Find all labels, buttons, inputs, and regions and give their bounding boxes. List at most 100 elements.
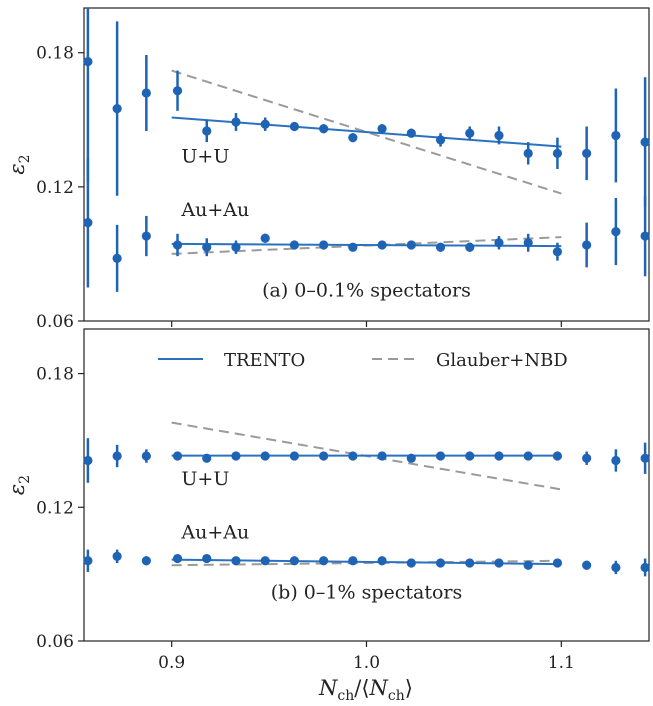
data-point	[83, 218, 93, 228]
data-point	[172, 240, 183, 250]
data-point	[112, 104, 122, 114]
data-point	[260, 451, 270, 461]
data-point	[377, 240, 387, 250]
data-point	[319, 240, 329, 250]
x-tick-label: 1.0	[353, 653, 380, 673]
data-point	[582, 453, 592, 463]
legend-trento-label: TRENTO	[224, 350, 305, 371]
data-point	[582, 148, 592, 158]
y-tick-label: 0.18	[36, 365, 74, 385]
data-point	[112, 253, 122, 263]
data-point	[465, 242, 475, 252]
data-point	[611, 226, 621, 237]
data-point	[552, 148, 563, 158]
data-point	[406, 453, 416, 463]
data-point	[435, 558, 446, 568]
data-point	[260, 119, 270, 129]
data-point	[377, 556, 387, 566]
series-u-u	[83, 8, 650, 207]
data-point	[552, 247, 563, 257]
data-point	[611, 562, 621, 573]
data-point	[582, 560, 592, 570]
data-point	[435, 451, 446, 461]
y-tick-label: 0.12	[36, 498, 74, 518]
series-au-au	[83, 549, 650, 577]
data-point	[435, 242, 446, 252]
data-point	[319, 556, 329, 566]
data-point	[552, 558, 563, 568]
y-tick-label: 0.18	[36, 44, 74, 64]
data-point	[202, 453, 212, 463]
data-point	[611, 130, 621, 141]
data-point	[640, 453, 650, 463]
system-label: Au+Au	[180, 521, 249, 543]
data-point	[377, 451, 387, 461]
data-point	[523, 451, 533, 461]
data-point	[319, 451, 329, 461]
data-point	[141, 88, 151, 98]
trento-fit-line	[171, 116, 562, 148]
glauber-fit-line	[171, 69, 562, 195]
data-point	[141, 451, 151, 461]
data-point	[494, 451, 504, 461]
data-point	[523, 238, 533, 248]
data-point	[494, 238, 504, 248]
data-point	[260, 233, 270, 243]
legend: TRENTO Glauber+NBD	[158, 350, 568, 371]
data-point	[640, 231, 650, 241]
data-point	[172, 451, 183, 461]
data-point	[377, 124, 387, 134]
data-point	[83, 556, 93, 566]
data-point	[172, 86, 183, 96]
data-point	[289, 121, 300, 132]
panels: 0.06 0.12 0.18 ε2 U+U Au+Au (a) 0–0.1% spectat…	[5, 7, 650, 673]
data-point	[202, 553, 212, 564]
data-point	[112, 451, 122, 461]
data-point	[83, 455, 93, 466]
panel-label: (b) 0–1% spectators	[271, 582, 462, 604]
system-label: U+U	[181, 145, 229, 167]
data-point	[289, 240, 300, 250]
data-point	[348, 242, 358, 252]
data-point	[289, 451, 300, 461]
legend-glauber-label: Glauber+NBD	[436, 350, 568, 371]
data-point	[494, 130, 504, 141]
data-point	[465, 128, 475, 138]
y-tick-label: 0.06	[36, 632, 74, 652]
data-point	[406, 558, 416, 568]
data-point	[83, 57, 93, 67]
data-point	[202, 242, 212, 252]
data-point	[552, 451, 563, 461]
data-point	[582, 240, 592, 250]
data-point	[260, 556, 270, 566]
data-point	[406, 128, 416, 138]
data-point	[494, 558, 504, 568]
y-tick-label: 0.12	[36, 178, 74, 198]
data-point	[141, 556, 151, 566]
data-point	[523, 560, 533, 570]
data-point	[348, 556, 358, 566]
panel-b: 0.06 0.12 0.18 0.9 1.0 1.1 ε2 U+U Au+Au (b) 0–1% …	[5, 328, 650, 673]
x-tick-label: 1.1	[548, 653, 575, 673]
data-point	[640, 562, 650, 573]
x-axis-label-text: Nch/⟨Nch⟩	[318, 676, 413, 704]
data-point	[319, 124, 329, 134]
system-label: U+U	[181, 468, 229, 490]
panel-a: 0.06 0.12 0.18 ε2 U+U Au+Au (a) 0–0.1% spectat…	[5, 7, 650, 332]
data-point	[611, 455, 621, 466]
data-point	[465, 558, 475, 568]
y-tick-label: 0.06	[36, 312, 74, 332]
data-point	[202, 126, 212, 136]
data-point	[523, 148, 533, 158]
x-tick-label: 0.9	[158, 653, 185, 673]
data-point	[435, 135, 446, 145]
data-point	[231, 556, 241, 566]
series-au-au	[83, 157, 650, 292]
x-axis-label: Nch/⟨Nch⟩	[318, 676, 413, 704]
data-point	[348, 133, 358, 143]
data-point	[112, 551, 122, 561]
data-point	[141, 231, 151, 241]
data-point	[640, 137, 650, 147]
y-axis-label: ε2	[5, 475, 33, 495]
plot-frame	[83, 7, 650, 322]
